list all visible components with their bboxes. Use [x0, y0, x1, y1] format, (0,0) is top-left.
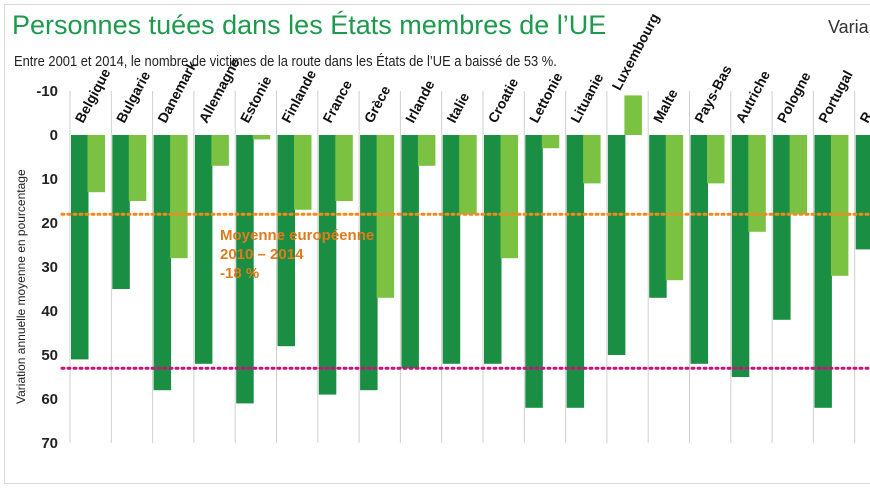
bar-dark [690, 135, 708, 364]
bar-dark [773, 135, 791, 320]
page-title: Personnes tuées dans les États membres d… [12, 10, 607, 40]
bar-light [707, 135, 725, 184]
category-label: Portugal [815, 68, 856, 126]
category-label: Irlande [402, 77, 438, 125]
y-tick-label: 0 [50, 127, 58, 144]
bar-light [170, 135, 188, 259]
bar-dark [236, 135, 254, 404]
y-tick-layer: -10 0 10 20 30 40 50 60 70 [36, 83, 58, 452]
y-tick-label: 10 [41, 171, 58, 188]
category-label: Italie [443, 90, 472, 126]
bar-light [211, 135, 229, 166]
bar-light [500, 135, 518, 259]
bar-dark [153, 135, 172, 391]
category-label: Luxembourg [608, 10, 662, 92]
annotation-line-2: 2010 – 2014 [220, 246, 304, 263]
bar-light [417, 135, 436, 166]
bar-light [294, 135, 312, 210]
bar-dark [71, 135, 89, 360]
category-label: Croatie [485, 75, 522, 125]
bar-light [541, 135, 560, 149]
y-tick-label: 70 [41, 435, 58, 452]
y-tick-label: 30 [41, 259, 58, 276]
category-label: R [856, 109, 870, 125]
bar-light [252, 135, 271, 140]
title-right-fragment: Varia [828, 17, 869, 37]
bar-dark [277, 135, 295, 347]
y-tick-label: 40 [41, 303, 58, 320]
bar-light [789, 135, 808, 215]
category-label: Lituanie [567, 70, 606, 125]
annotation-layer: Moyenne européenne 2010 – 2014 -18 % [220, 227, 374, 282]
category-label: Pologne [774, 69, 814, 125]
bar-dark [401, 135, 419, 369]
bar-dark [566, 135, 585, 408]
category-label: Allemagne [195, 55, 242, 125]
bar-light [748, 135, 766, 232]
category-label-layer: Belgique Bulgarie DanemarkAllemagneEstonie… [72, 10, 870, 125]
category-label: Lettonie [526, 70, 566, 126]
y-tick-label: 50 [41, 347, 58, 364]
bar-dark [649, 135, 667, 298]
category-label: Autriche [732, 68, 773, 126]
bar-dark [318, 135, 337, 395]
bar-dark [731, 135, 750, 377]
category-label: Grèce [361, 83, 394, 126]
grid-layer [69, 91, 856, 443]
bar-dark [360, 135, 378, 391]
bar-dark [194, 135, 213, 364]
category-label: Danemark [154, 58, 200, 125]
bar-light [87, 135, 105, 193]
y-tick-label: -10 [36, 83, 58, 100]
bar-layer [71, 95, 870, 408]
annotation-line-1: Moyenne européenne [220, 227, 374, 244]
category-label: Belgique [72, 66, 114, 126]
bar-light [583, 135, 601, 184]
bar-dark [814, 135, 832, 408]
category-label: Bulgarie [113, 68, 154, 125]
bar-dark [442, 135, 461, 364]
bar-light [376, 135, 395, 298]
bar-light [128, 135, 147, 201]
chart-frame [4, 4, 870, 484]
bar-dark [607, 135, 626, 355]
bar-light [459, 135, 477, 215]
bar-light [335, 135, 353, 201]
category-label: Finlande [278, 67, 319, 126]
bar-light [830, 135, 849, 276]
bar-light [665, 135, 684, 281]
bar-light [624, 95, 642, 135]
reference-line-layer [60, 212, 870, 370]
category-label: France [319, 77, 355, 125]
y-tick-label: 60 [41, 391, 58, 408]
y-tick-label: 20 [41, 215, 58, 232]
annotation-line-3: -18 % [220, 265, 259, 282]
chart-subtitle: Entre 2001 et 2014, le nombre de victime… [14, 53, 557, 70]
bar-dark [484, 135, 502, 364]
bar-dark [525, 135, 543, 408]
category-label: Estonie [237, 73, 275, 125]
bar-dark [112, 135, 130, 289]
bar-dark [855, 135, 870, 250]
category-label: Malte [650, 86, 681, 125]
category-label: Pays-Bas [691, 62, 735, 125]
